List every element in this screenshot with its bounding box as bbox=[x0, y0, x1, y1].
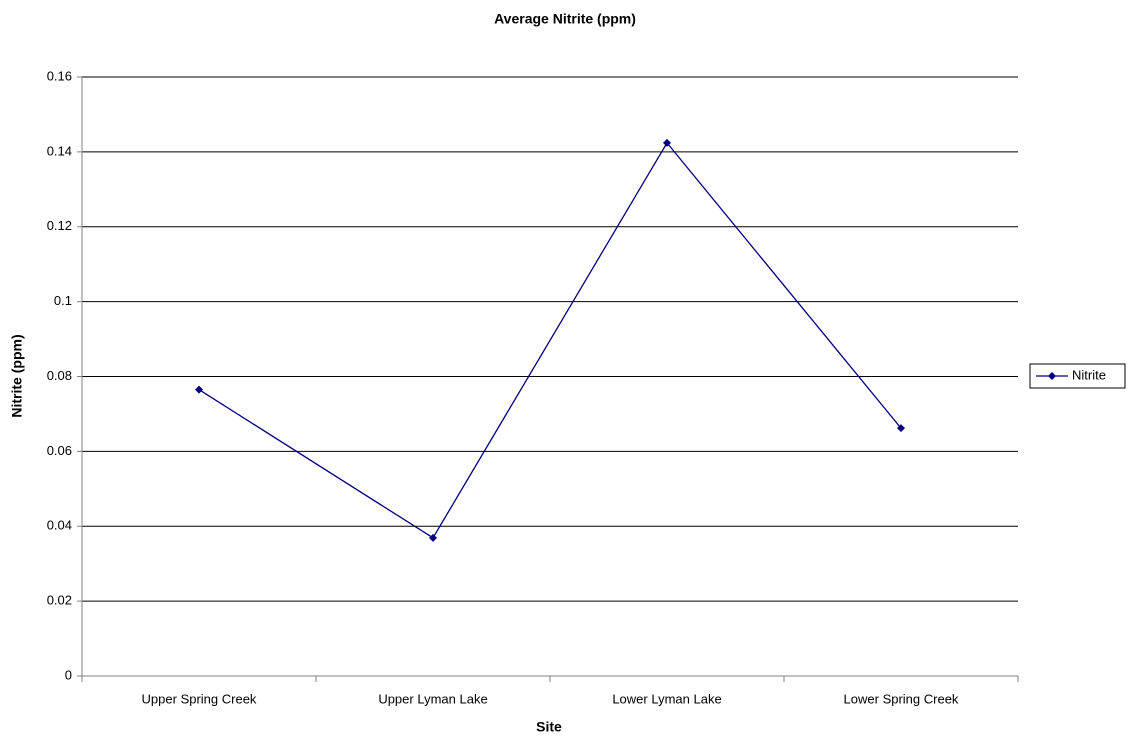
y-tick-label: 0.02 bbox=[47, 593, 72, 608]
series-line bbox=[198, 141, 902, 539]
chart-title: Average Nitrite (ppm) bbox=[494, 11, 636, 27]
y-tick-label: 0.04 bbox=[47, 518, 72, 533]
data-point bbox=[897, 424, 905, 433]
legend-marker bbox=[1048, 372, 1056, 380]
y-tick-label: 0.06 bbox=[47, 443, 72, 458]
x-tick-label: Upper Lyman Lake bbox=[378, 691, 487, 706]
x-tick-label: Lower Spring Creek bbox=[844, 691, 959, 706]
x-axis-title: Site bbox=[536, 719, 562, 735]
x-tick-label: Upper Spring Creek bbox=[142, 691, 257, 706]
y-tick-label: 0 bbox=[65, 667, 72, 682]
y-tick-label: 0.1 bbox=[54, 293, 72, 308]
data-point bbox=[195, 385, 203, 394]
y-tick-label: 0.16 bbox=[47, 68, 72, 83]
y-tick-label: 0.14 bbox=[47, 143, 72, 158]
y-tick-label: 0.12 bbox=[47, 218, 72, 233]
data-point bbox=[663, 138, 671, 147]
y-tick-label: 0.08 bbox=[47, 368, 72, 383]
legend-label: Nitrite bbox=[1072, 367, 1106, 382]
data-point bbox=[429, 533, 437, 542]
x-tick-label: Lower Lyman Lake bbox=[612, 691, 721, 706]
y-axis-title: Nitrite (ppm) bbox=[9, 334, 25, 417]
